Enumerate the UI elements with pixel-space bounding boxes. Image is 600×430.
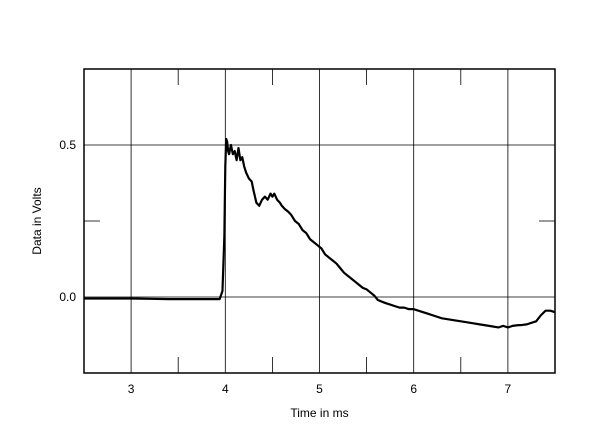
series-layer: [84, 137, 555, 329]
y-axis-title: Data in Volts: [30, 187, 44, 254]
series-line: [84, 137, 555, 329]
x-tick-label: 3: [128, 382, 135, 396]
y-tick-labels: 0.0 0.5: [59, 138, 76, 304]
plot-frame: [83, 68, 556, 374]
x-tick-label: 4: [222, 382, 229, 396]
x-tick-label: 6: [410, 382, 417, 396]
x-tick-label: 5: [316, 382, 323, 396]
x-tick-labels: 3 4 5 6 7: [128, 382, 512, 396]
x-axis-title: Time in ms: [290, 406, 348, 420]
x-tick-label: 7: [505, 382, 512, 396]
y-tick-label: 0.0: [59, 290, 76, 304]
y-tick-label: 0.5: [59, 138, 76, 152]
